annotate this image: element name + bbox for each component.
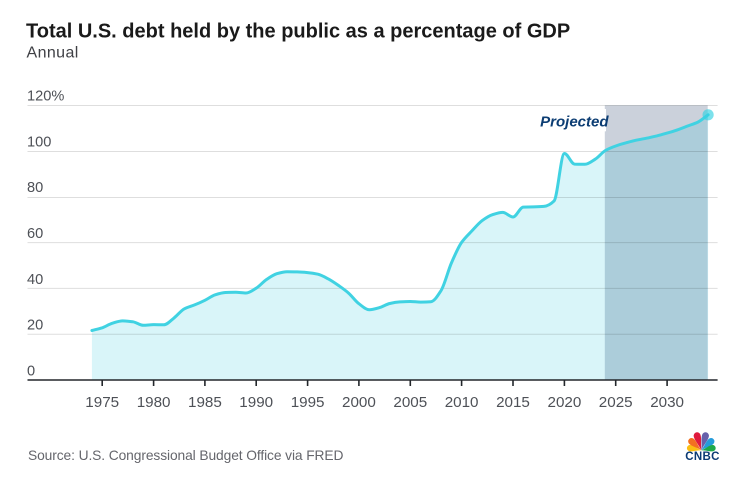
svg-text:120%: 120% bbox=[27, 89, 64, 105]
svg-text:80: 80 bbox=[27, 180, 43, 196]
svg-text:2005: 2005 bbox=[393, 394, 427, 411]
svg-text:1975: 1975 bbox=[85, 394, 119, 411]
svg-text:Source: U.S. Congressional Bud: Source: U.S. Congressional Budget Office… bbox=[28, 448, 344, 463]
svg-text:60: 60 bbox=[27, 226, 43, 242]
svg-text:Annual: Annual bbox=[27, 45, 79, 62]
svg-text:1995: 1995 bbox=[291, 394, 325, 411]
svg-text:CNBC: CNBC bbox=[685, 451, 719, 463]
svg-text:20: 20 bbox=[27, 318, 43, 334]
svg-text:1990: 1990 bbox=[239, 394, 273, 411]
svg-text:Total U.S. debt held by the pu: Total U.S. debt held by the public as a … bbox=[26, 21, 570, 43]
svg-text:0: 0 bbox=[27, 363, 35, 379]
svg-text:Projected: Projected bbox=[540, 114, 609, 131]
svg-text:2010: 2010 bbox=[445, 394, 479, 411]
svg-text:100: 100 bbox=[27, 134, 51, 150]
svg-text:2020: 2020 bbox=[548, 394, 582, 411]
svg-text:40: 40 bbox=[27, 272, 43, 288]
svg-text:2015: 2015 bbox=[496, 394, 530, 411]
svg-text:2025: 2025 bbox=[599, 394, 633, 411]
svg-text:1980: 1980 bbox=[137, 394, 171, 411]
svg-text:2030: 2030 bbox=[650, 394, 684, 411]
svg-text:1985: 1985 bbox=[188, 394, 222, 411]
svg-text:2000: 2000 bbox=[342, 394, 376, 411]
